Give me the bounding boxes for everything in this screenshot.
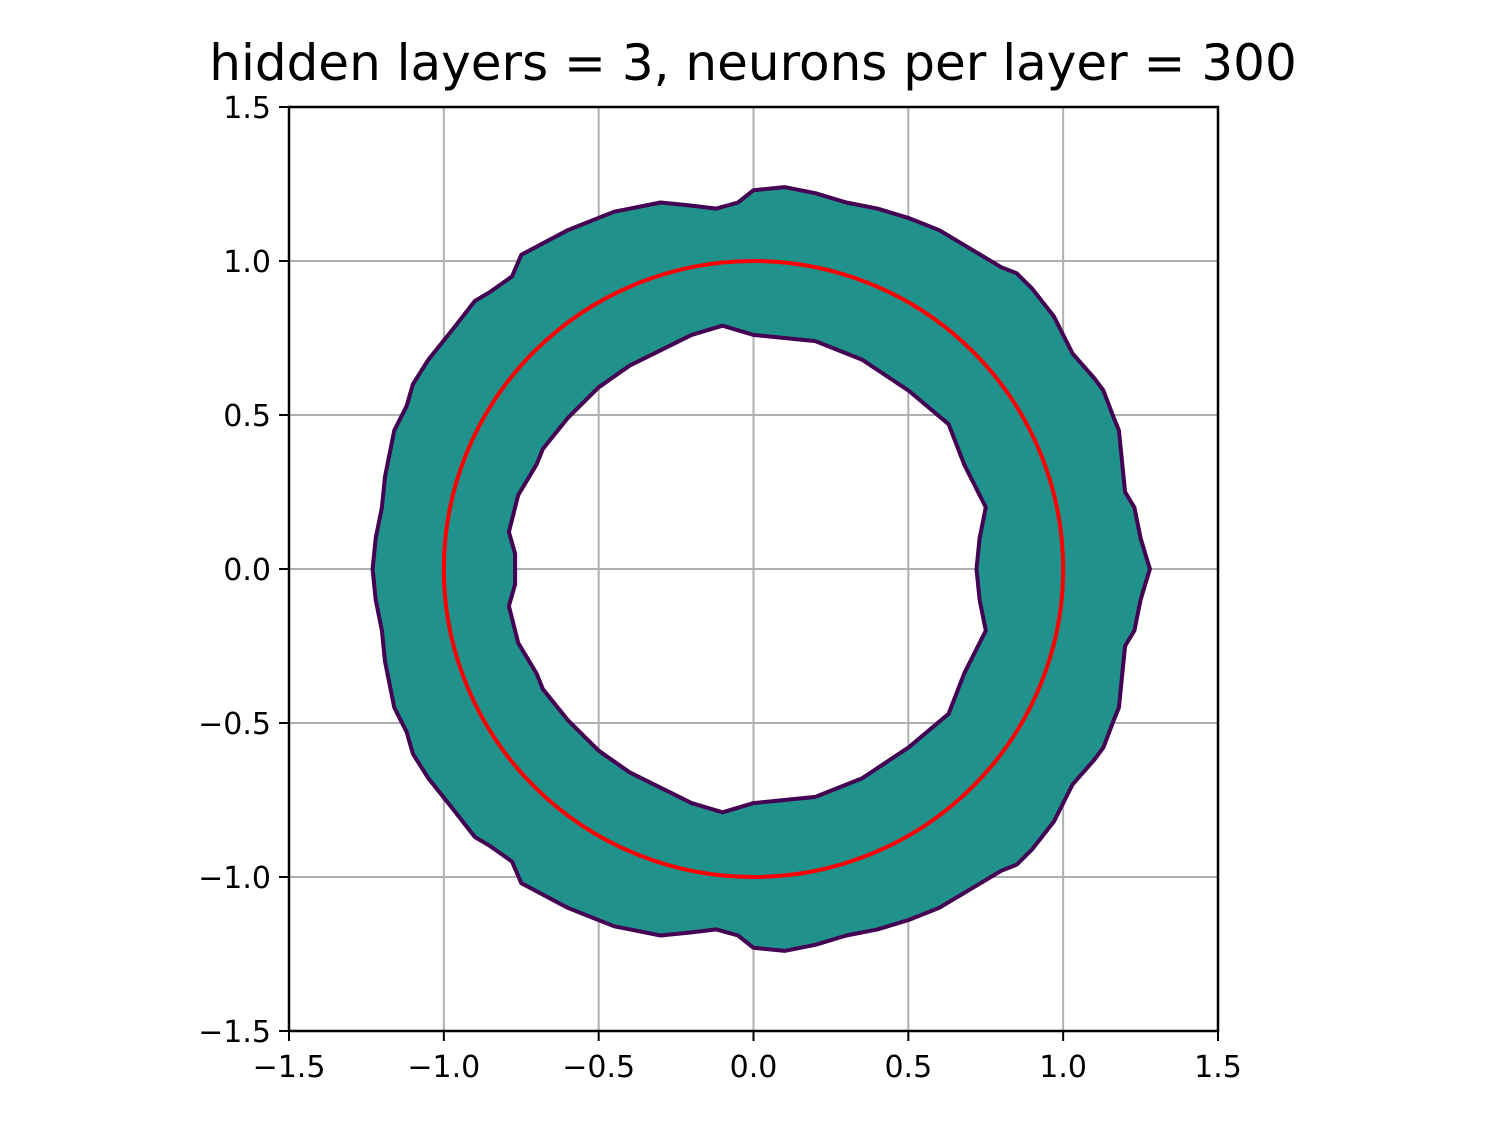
x-tick-label: 0.0: [730, 1050, 778, 1085]
x-tick-label: 1.5: [1194, 1050, 1242, 1085]
decision-band-fill: [372, 187, 1150, 951]
x-tick-label: 1.0: [1039, 1050, 1087, 1085]
chart-title: hidden layers = 3, neurons per layer = 3…: [209, 34, 1297, 92]
y-tick-label: 0.5: [223, 399, 271, 434]
plot-area: [370, 185, 1152, 953]
inner-boundary-line: [506, 323, 988, 815]
x-tick-label: 0.5: [884, 1050, 932, 1085]
x-tick-label: −1.5: [253, 1050, 326, 1085]
y-tick-label: −1.0: [198, 861, 271, 896]
x-tick-label: −1.0: [407, 1050, 480, 1085]
y-tick-label: 1.0: [223, 245, 271, 280]
axes: −1.5 −1.0 −0.5 0.0 0.5 1.0 1.5 −1.5 −1.0 −0.5 0.0 0…: [198, 91, 1242, 1085]
y-tick-label: 0.0: [223, 553, 271, 588]
x-tick-label: −0.5: [562, 1050, 635, 1085]
y-tick-label: −0.5: [198, 707, 271, 742]
y-tick-label: −1.5: [198, 1015, 271, 1050]
y-tick-label: 1.5: [223, 91, 271, 126]
outer-boundary-line: [370, 185, 1152, 953]
reference-circle: [441, 259, 1066, 879]
